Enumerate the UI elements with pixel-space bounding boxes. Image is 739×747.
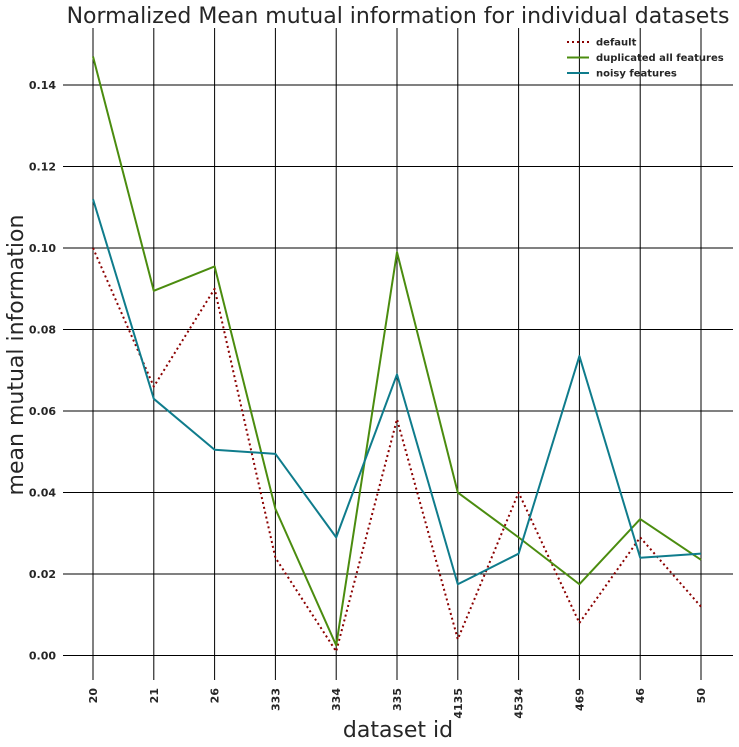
series-lines [92, 56, 702, 653]
series-line-noisy-features [92, 198, 702, 586]
chart-title: Normalized Mean mutual information for i… [67, 4, 730, 29]
x-tick-label: 334 [330, 688, 343, 711]
x-tick-label: 333 [269, 688, 282, 711]
y-tick-label: 0.10 [29, 242, 56, 255]
legend-label: duplicated all features [596, 53, 724, 64]
x-tick-labels: 20 21 26 333 334 335 4135 4534 469 46 50 [87, 688, 708, 719]
y-tick-label: 0.04 [29, 487, 56, 500]
x-tick-label: 46 [634, 688, 647, 704]
y-tick-label: 0.06 [29, 405, 56, 418]
y-tick-label: 0.00 [29, 650, 56, 663]
legend-label: default [596, 38, 637, 49]
series-line-duplicated-all-features [92, 56, 702, 647]
y-tick-label: 0.14 [29, 79, 56, 92]
y-tick-label: 0.02 [29, 568, 56, 581]
y-axis-label: mean mutual information [4, 215, 29, 496]
x-tick-label: 50 [695, 688, 708, 704]
x-tick-label: 4135 [452, 688, 465, 719]
x-tick-label: 21 [148, 688, 161, 703]
legend-label: noisy features [596, 69, 677, 80]
x-tick-label: 4534 [513, 688, 526, 719]
y-tick-label: 0.08 [29, 324, 56, 337]
legend: default duplicated all features noisy feat… [567, 38, 724, 80]
x-tick-label: 20 [87, 688, 100, 704]
y-tick-labels: 0.00 0.02 0.04 0.06 0.08 0.10 0.12 0.14 [29, 79, 56, 663]
x-tick-label: 26 [209, 688, 222, 704]
y-tick-label: 0.12 [29, 161, 56, 174]
x-tick-label: 469 [573, 688, 586, 711]
gridlines [63, 28, 733, 680]
x-tick-label: 335 [391, 688, 404, 711]
x-axis-label: dataset id [343, 718, 453, 743]
